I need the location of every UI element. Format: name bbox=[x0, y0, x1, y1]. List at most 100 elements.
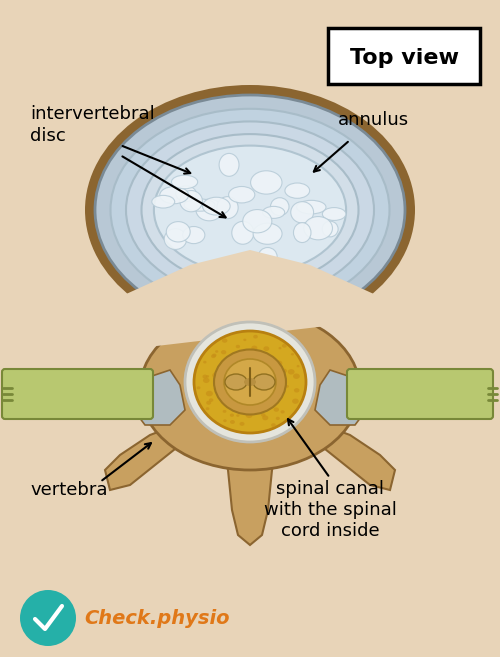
Ellipse shape bbox=[206, 375, 209, 378]
Ellipse shape bbox=[243, 210, 272, 233]
Ellipse shape bbox=[264, 346, 270, 351]
Ellipse shape bbox=[126, 122, 374, 298]
Ellipse shape bbox=[230, 413, 234, 417]
Ellipse shape bbox=[160, 187, 188, 204]
Polygon shape bbox=[315, 370, 370, 425]
Ellipse shape bbox=[222, 338, 228, 343]
Ellipse shape bbox=[282, 369, 287, 373]
Ellipse shape bbox=[166, 221, 190, 242]
Text: Check.physio: Check.physio bbox=[84, 608, 230, 627]
Ellipse shape bbox=[215, 350, 218, 353]
FancyBboxPatch shape bbox=[328, 28, 480, 84]
Ellipse shape bbox=[296, 200, 326, 214]
Ellipse shape bbox=[252, 346, 258, 350]
Ellipse shape bbox=[262, 415, 268, 420]
Ellipse shape bbox=[221, 350, 226, 354]
Ellipse shape bbox=[152, 195, 174, 208]
Ellipse shape bbox=[206, 407, 210, 410]
Ellipse shape bbox=[288, 369, 294, 374]
Ellipse shape bbox=[206, 401, 211, 405]
Ellipse shape bbox=[270, 198, 289, 215]
Ellipse shape bbox=[223, 419, 226, 422]
Ellipse shape bbox=[236, 415, 240, 417]
Ellipse shape bbox=[224, 359, 276, 405]
Ellipse shape bbox=[180, 191, 203, 212]
Ellipse shape bbox=[202, 374, 207, 378]
Text: spinal canal
with the spinal
cord inside: spinal canal with the spinal cord inside bbox=[264, 480, 396, 539]
Ellipse shape bbox=[280, 410, 284, 413]
Ellipse shape bbox=[304, 217, 332, 240]
Ellipse shape bbox=[282, 344, 286, 348]
Ellipse shape bbox=[194, 331, 306, 433]
Ellipse shape bbox=[244, 378, 256, 386]
Ellipse shape bbox=[244, 338, 246, 341]
Ellipse shape bbox=[225, 374, 247, 390]
Ellipse shape bbox=[212, 353, 216, 357]
Ellipse shape bbox=[290, 202, 314, 223]
FancyBboxPatch shape bbox=[2, 369, 153, 419]
Ellipse shape bbox=[209, 398, 214, 402]
Ellipse shape bbox=[206, 391, 213, 396]
Ellipse shape bbox=[212, 373, 219, 378]
Ellipse shape bbox=[196, 386, 200, 390]
Ellipse shape bbox=[286, 385, 289, 388]
Ellipse shape bbox=[164, 229, 186, 250]
Polygon shape bbox=[220, 445, 280, 545]
Ellipse shape bbox=[230, 420, 235, 424]
Ellipse shape bbox=[232, 221, 254, 244]
Ellipse shape bbox=[276, 417, 280, 420]
Ellipse shape bbox=[292, 399, 299, 404]
Ellipse shape bbox=[253, 374, 275, 390]
Text: annulus: annulus bbox=[338, 111, 409, 129]
Ellipse shape bbox=[296, 365, 300, 367]
Ellipse shape bbox=[222, 410, 226, 413]
Ellipse shape bbox=[203, 378, 209, 383]
Ellipse shape bbox=[262, 206, 284, 218]
Ellipse shape bbox=[271, 423, 276, 427]
Ellipse shape bbox=[322, 221, 338, 237]
FancyBboxPatch shape bbox=[347, 369, 493, 419]
Ellipse shape bbox=[240, 422, 244, 426]
Ellipse shape bbox=[203, 361, 206, 363]
Ellipse shape bbox=[95, 95, 405, 325]
Ellipse shape bbox=[293, 373, 300, 379]
Ellipse shape bbox=[285, 183, 310, 198]
Polygon shape bbox=[105, 420, 200, 490]
Ellipse shape bbox=[228, 187, 255, 203]
Ellipse shape bbox=[253, 223, 282, 244]
Ellipse shape bbox=[214, 388, 217, 390]
Ellipse shape bbox=[219, 153, 239, 176]
Ellipse shape bbox=[261, 413, 266, 417]
Ellipse shape bbox=[211, 354, 216, 358]
Circle shape bbox=[20, 590, 76, 646]
Ellipse shape bbox=[274, 407, 279, 412]
Ellipse shape bbox=[185, 322, 315, 442]
Ellipse shape bbox=[196, 199, 222, 221]
Ellipse shape bbox=[202, 197, 230, 215]
Ellipse shape bbox=[172, 175, 198, 189]
Ellipse shape bbox=[85, 85, 415, 335]
Ellipse shape bbox=[217, 196, 238, 219]
Ellipse shape bbox=[182, 227, 205, 244]
Ellipse shape bbox=[142, 134, 358, 286]
Ellipse shape bbox=[322, 208, 346, 221]
Ellipse shape bbox=[294, 388, 300, 393]
Text: intervertebral
disc: intervertebral disc bbox=[30, 105, 155, 145]
Ellipse shape bbox=[140, 310, 360, 470]
Ellipse shape bbox=[276, 361, 282, 366]
Ellipse shape bbox=[253, 335, 258, 338]
Ellipse shape bbox=[291, 353, 294, 355]
Ellipse shape bbox=[154, 146, 346, 275]
Ellipse shape bbox=[294, 223, 311, 242]
Ellipse shape bbox=[184, 199, 215, 211]
Ellipse shape bbox=[258, 248, 277, 266]
Ellipse shape bbox=[110, 109, 390, 311]
Ellipse shape bbox=[250, 171, 282, 194]
Text: Top view: Top view bbox=[350, 48, 459, 68]
Polygon shape bbox=[300, 420, 395, 490]
Ellipse shape bbox=[176, 186, 197, 202]
Ellipse shape bbox=[278, 347, 281, 350]
Ellipse shape bbox=[214, 350, 286, 415]
Text: vertebra: vertebra bbox=[30, 481, 108, 499]
PathPatch shape bbox=[80, 250, 420, 355]
